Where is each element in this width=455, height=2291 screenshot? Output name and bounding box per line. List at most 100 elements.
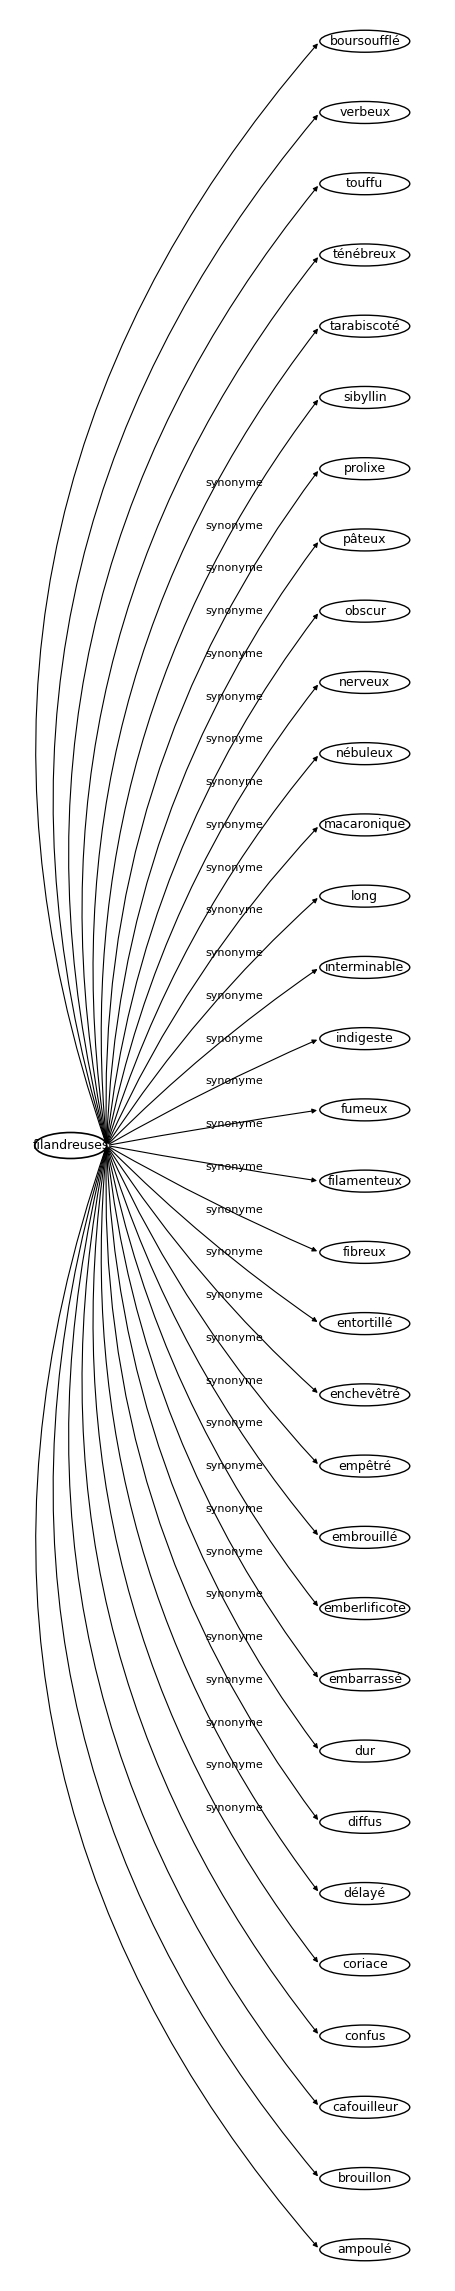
Ellipse shape (319, 172, 409, 195)
Ellipse shape (319, 1029, 409, 1049)
Ellipse shape (319, 387, 409, 408)
Ellipse shape (319, 1526, 409, 1549)
Ellipse shape (319, 1954, 409, 1975)
Text: délayé: délayé (343, 1888, 385, 1899)
Text: synonyme: synonyme (205, 735, 263, 745)
Ellipse shape (35, 1132, 106, 1159)
Ellipse shape (319, 2025, 409, 2048)
FancyArrowPatch shape (107, 1148, 317, 1606)
Text: fibreux: fibreux (342, 1246, 386, 1258)
Text: coriace: coriace (341, 1959, 387, 1970)
Text: touffu: touffu (345, 176, 383, 190)
Text: interminable: interminable (324, 960, 404, 974)
FancyArrowPatch shape (109, 1040, 315, 1143)
FancyArrowPatch shape (107, 685, 317, 1143)
Ellipse shape (319, 2096, 409, 2119)
Ellipse shape (319, 458, 409, 479)
Text: synonyme: synonyme (205, 1033, 263, 1045)
Ellipse shape (319, 30, 409, 53)
Text: obscur: obscur (343, 605, 385, 619)
FancyArrowPatch shape (68, 1148, 317, 2103)
FancyArrowPatch shape (107, 614, 317, 1143)
Text: embarrassé: embarrassé (327, 1672, 401, 1686)
Text: embrouillé: embrouillé (331, 1530, 397, 1544)
Text: synonyme: synonyme (205, 1675, 263, 1684)
Text: synonyme: synonyme (205, 607, 263, 616)
Text: nerveux: nerveux (339, 676, 389, 690)
Text: confus: confus (344, 2030, 384, 2044)
Text: empêtré: empêtré (338, 1459, 390, 1473)
Text: synonyme: synonyme (205, 1418, 263, 1427)
Ellipse shape (319, 671, 409, 694)
FancyArrowPatch shape (107, 1148, 317, 1677)
Text: enchevêtré: enchevêtré (329, 1388, 399, 1402)
Ellipse shape (319, 1384, 409, 1407)
Text: synonyme: synonyme (205, 820, 263, 829)
Text: synonyme: synonyme (205, 1333, 263, 1343)
Text: prolixe: prolixe (343, 463, 385, 474)
Ellipse shape (319, 1171, 409, 1191)
Ellipse shape (319, 243, 409, 266)
Text: emberlificote: emberlificote (323, 1601, 405, 1615)
FancyArrowPatch shape (93, 330, 317, 1143)
FancyArrowPatch shape (101, 1148, 317, 1890)
Ellipse shape (319, 1597, 409, 1620)
FancyArrowPatch shape (106, 1148, 317, 1748)
FancyArrowPatch shape (109, 1146, 315, 1182)
Text: synonyme: synonyme (205, 1246, 263, 1258)
Text: filamenteux: filamenteux (327, 1175, 401, 1187)
FancyArrowPatch shape (35, 44, 317, 1143)
Text: brouillon: brouillon (337, 2172, 391, 2186)
FancyArrowPatch shape (68, 188, 317, 1143)
Ellipse shape (319, 2238, 409, 2261)
FancyArrowPatch shape (107, 827, 316, 1143)
Text: dur: dur (354, 1743, 374, 1757)
FancyArrowPatch shape (93, 1148, 317, 1961)
Text: synonyme: synonyme (205, 520, 263, 532)
FancyArrowPatch shape (106, 543, 317, 1143)
Text: synonyme: synonyme (205, 1118, 263, 1129)
Text: filandreuses: filandreuses (32, 1139, 109, 1152)
Ellipse shape (319, 813, 409, 836)
Text: entortillé: entortillé (336, 1317, 392, 1331)
FancyArrowPatch shape (53, 115, 317, 1143)
FancyArrowPatch shape (108, 1148, 316, 1393)
Ellipse shape (319, 316, 409, 337)
FancyArrowPatch shape (109, 1148, 315, 1251)
Text: tarabiscoté: tarabiscoté (329, 321, 399, 332)
Text: synonyme: synonyme (205, 1759, 263, 1771)
Ellipse shape (319, 1100, 409, 1120)
Ellipse shape (319, 2167, 409, 2190)
Text: synonyme: synonyme (205, 777, 263, 788)
FancyArrowPatch shape (82, 1148, 317, 2032)
Text: macaronique: macaronique (323, 818, 405, 832)
FancyArrowPatch shape (106, 472, 317, 1143)
Text: synonyme: synonyme (205, 1462, 263, 1471)
Text: synonyme: synonyme (205, 1718, 263, 1727)
Text: synonyme: synonyme (205, 1590, 263, 1599)
Text: verbeux: verbeux (339, 105, 389, 119)
Text: synonyme: synonyme (205, 692, 263, 701)
FancyArrowPatch shape (107, 756, 317, 1143)
Ellipse shape (319, 600, 409, 623)
Ellipse shape (319, 1883, 409, 1904)
Ellipse shape (319, 1242, 409, 1262)
Ellipse shape (319, 101, 409, 124)
FancyArrowPatch shape (107, 1148, 316, 1464)
Ellipse shape (319, 884, 409, 907)
Text: indigeste: indigeste (335, 1033, 393, 1045)
Text: pâteux: pâteux (342, 534, 386, 548)
Text: synonyme: synonyme (205, 1290, 263, 1299)
Ellipse shape (319, 1812, 409, 1833)
Text: synonyme: synonyme (205, 1803, 263, 1812)
Ellipse shape (319, 955, 409, 978)
Ellipse shape (319, 1455, 409, 1478)
Text: synonyme: synonyme (205, 648, 263, 660)
Text: long: long (350, 889, 378, 903)
Ellipse shape (319, 529, 409, 550)
Text: synonyme: synonyme (205, 1503, 263, 1514)
Text: synonyme: synonyme (205, 1205, 263, 1214)
Text: ampoulé: ampoulé (337, 2243, 391, 2257)
FancyArrowPatch shape (108, 969, 316, 1143)
Text: synonyme: synonyme (205, 564, 263, 573)
